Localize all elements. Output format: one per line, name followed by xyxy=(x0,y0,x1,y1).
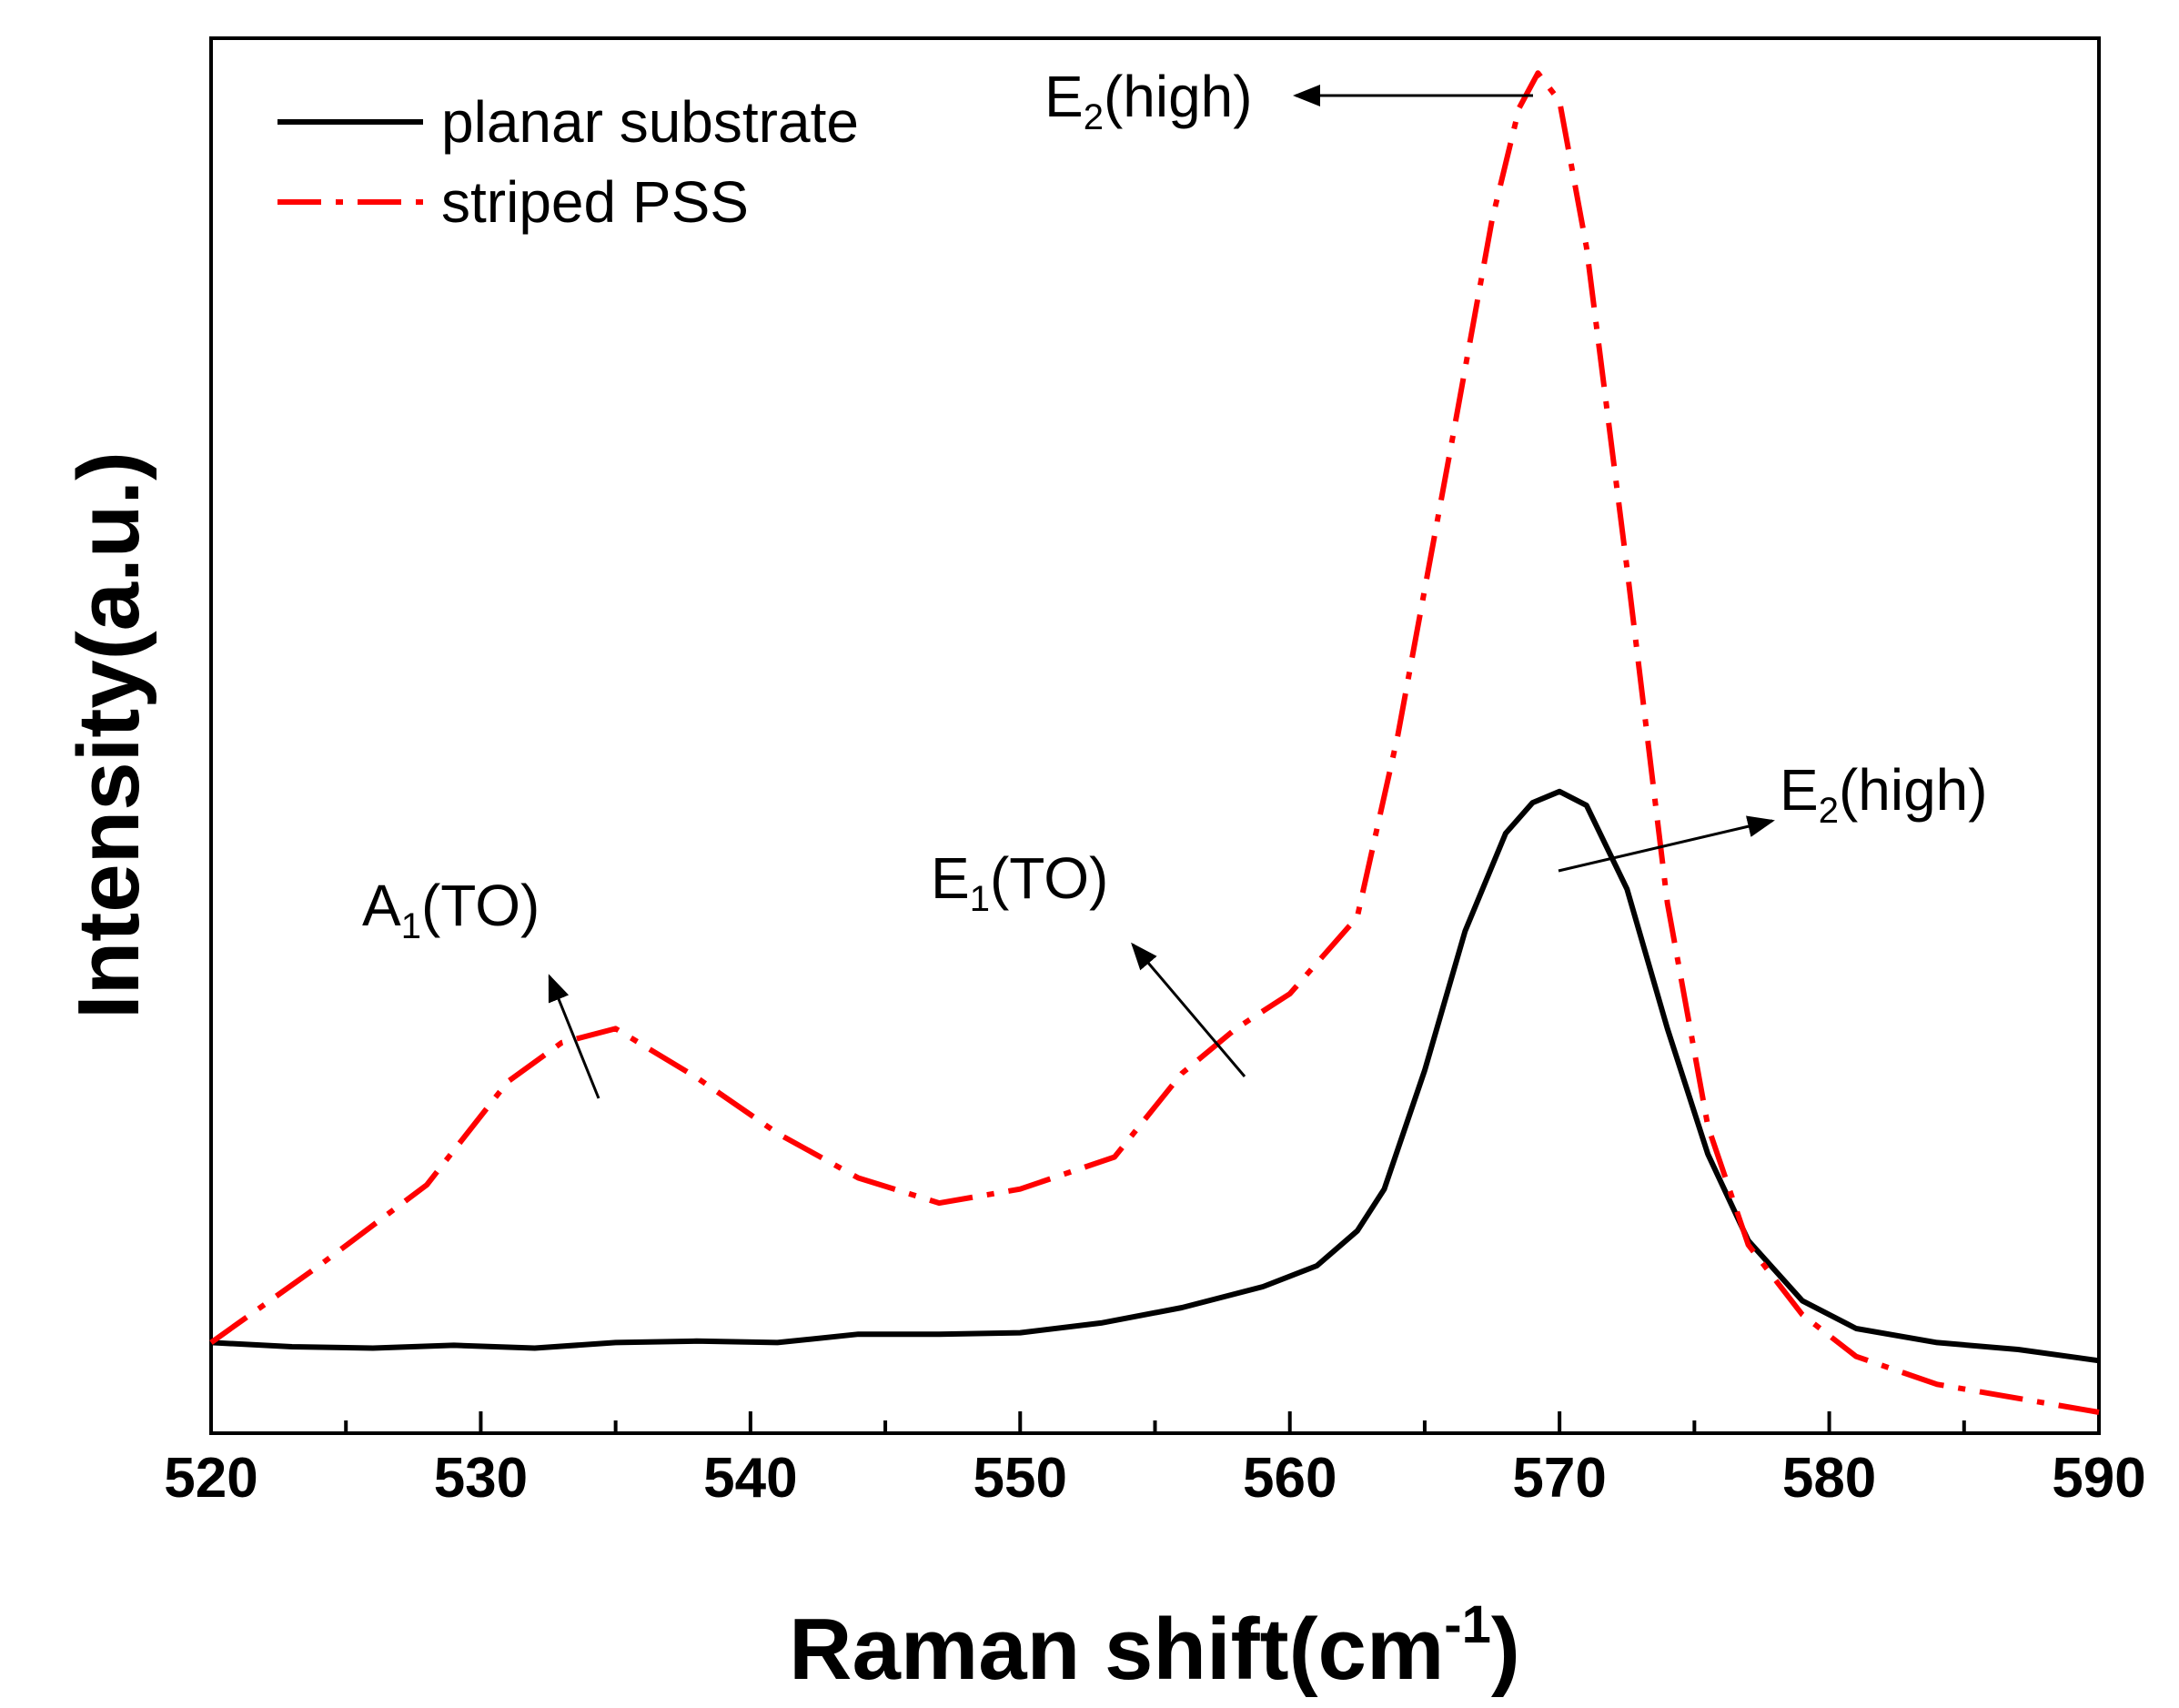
annotation-a1-to: A1(TO) xyxy=(362,873,600,1099)
annotation-e2-high-planar: E2(high) xyxy=(1558,757,1988,873)
annotation-label-e2-high-striped: E2(high) xyxy=(1044,64,1253,137)
legend-label-planar-substrate: planar substrate xyxy=(441,89,859,155)
annotation-label-a1-to: A1(TO) xyxy=(362,873,540,946)
series-lines xyxy=(209,70,2100,1415)
x-axis-ticks xyxy=(209,1411,2101,1433)
x-axis-tick-labels: 520 530 540 550 560 570 580 590 xyxy=(164,1447,2145,1510)
x-axis-title: Raman shift(cm-1) xyxy=(789,1595,1520,1698)
annotation-arrow-e2-high-planar xyxy=(1558,815,1775,873)
plot-frame xyxy=(209,36,2101,1435)
x-tick-label: 580 xyxy=(1782,1447,1876,1510)
legend-label-striped-pss: striped PSS xyxy=(441,169,749,235)
x-tick-label: 540 xyxy=(703,1447,797,1510)
annotation-e2-high-striped: E2(high) xyxy=(1044,64,1533,137)
annotation-arrow-a1-to xyxy=(548,974,600,1099)
series-line-striped-pss xyxy=(209,70,2100,1415)
x-tick-label: 570 xyxy=(1512,1447,1606,1510)
x-tick-label: 550 xyxy=(973,1447,1067,1510)
y-axis-title: Intensity(a.u.) xyxy=(60,451,157,1019)
x-tick-label: 560 xyxy=(1243,1447,1337,1510)
annotation-arrow-e1-to xyxy=(1131,942,1246,1077)
annotation-label-e2-high-planar: E2(high) xyxy=(1780,757,1988,831)
x-tick-label: 590 xyxy=(2052,1447,2145,1510)
legend: planar substrate striped PSS xyxy=(277,89,859,235)
annotation-label-e1-to: E1(TO) xyxy=(931,845,1108,919)
x-tick-label: 520 xyxy=(164,1447,257,1510)
x-tick-label: 530 xyxy=(434,1447,528,1510)
annotation-e1-to: E1(TO) xyxy=(931,845,1246,1077)
